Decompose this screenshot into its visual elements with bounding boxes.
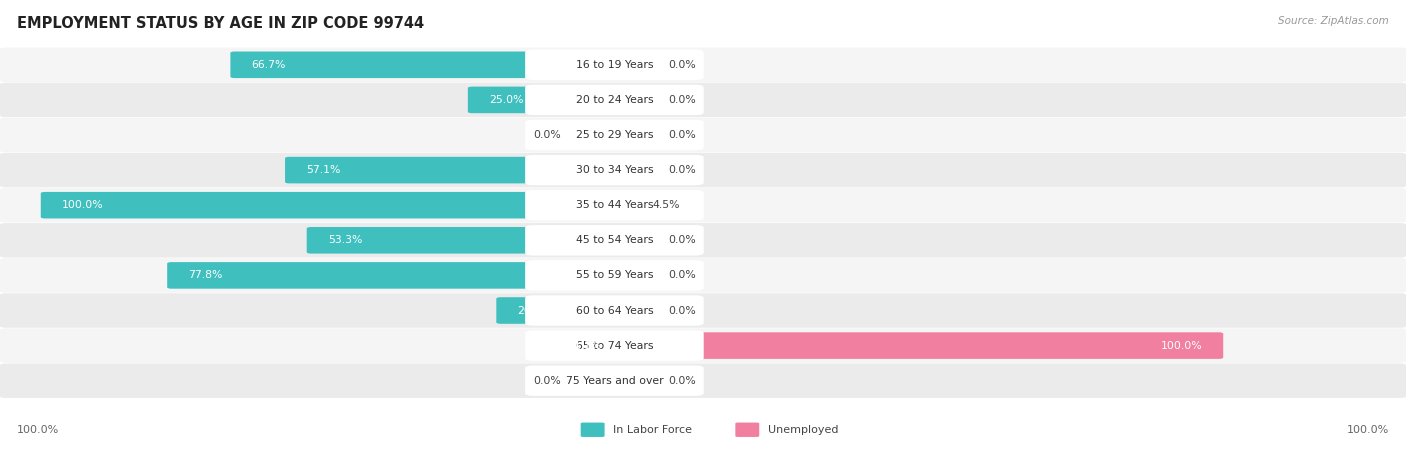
Text: 100.0%: 100.0% <box>1160 341 1202 351</box>
Text: EMPLOYMENT STATUS BY AGE IN ZIP CODE 99744: EMPLOYMENT STATUS BY AGE IN ZIP CODE 997… <box>17 16 425 31</box>
FancyBboxPatch shape <box>610 122 661 148</box>
FancyBboxPatch shape <box>735 423 759 437</box>
Text: 20 to 24 Years: 20 to 24 Years <box>575 95 654 105</box>
FancyBboxPatch shape <box>568 122 619 148</box>
FancyBboxPatch shape <box>526 155 704 185</box>
Text: 60 to 64 Years: 60 to 64 Years <box>575 306 654 315</box>
Text: 45 to 54 Years: 45 to 54 Years <box>575 235 654 245</box>
FancyBboxPatch shape <box>526 260 704 291</box>
Text: 25 to 29 Years: 25 to 29 Years <box>575 130 654 140</box>
FancyBboxPatch shape <box>610 51 661 78</box>
Text: 0.0%: 0.0% <box>668 376 696 386</box>
FancyBboxPatch shape <box>526 365 704 396</box>
FancyBboxPatch shape <box>0 188 1406 222</box>
Text: 57.1%: 57.1% <box>307 165 340 175</box>
FancyBboxPatch shape <box>496 297 619 324</box>
FancyBboxPatch shape <box>0 328 1406 363</box>
FancyBboxPatch shape <box>526 85 704 115</box>
Text: 25.0%: 25.0% <box>489 95 523 105</box>
FancyBboxPatch shape <box>307 227 619 254</box>
Text: 100.0%: 100.0% <box>17 425 59 435</box>
FancyBboxPatch shape <box>468 86 619 113</box>
Text: 100.0%: 100.0% <box>62 200 104 210</box>
Text: Unemployed: Unemployed <box>768 425 838 435</box>
FancyBboxPatch shape <box>0 293 1406 328</box>
FancyBboxPatch shape <box>526 330 704 361</box>
Text: 77.8%: 77.8% <box>188 270 222 280</box>
Text: 0.0%: 0.0% <box>668 60 696 70</box>
Text: 0.0%: 0.0% <box>533 376 561 386</box>
Text: 55 to 59 Years: 55 to 59 Years <box>575 270 654 280</box>
FancyBboxPatch shape <box>41 192 619 219</box>
FancyBboxPatch shape <box>526 190 704 220</box>
Text: 4.5%: 4.5% <box>652 200 681 210</box>
FancyBboxPatch shape <box>0 83 1406 117</box>
FancyBboxPatch shape <box>285 157 619 184</box>
FancyBboxPatch shape <box>0 258 1406 292</box>
FancyBboxPatch shape <box>610 86 661 113</box>
Text: 0.0%: 0.0% <box>668 235 696 245</box>
FancyBboxPatch shape <box>610 262 661 289</box>
Text: 30 to 34 Years: 30 to 34 Years <box>575 165 654 175</box>
FancyBboxPatch shape <box>610 192 645 219</box>
FancyBboxPatch shape <box>0 48 1406 82</box>
FancyBboxPatch shape <box>610 297 661 324</box>
FancyBboxPatch shape <box>547 332 619 359</box>
Text: 0.0%: 0.0% <box>668 306 696 315</box>
FancyBboxPatch shape <box>610 157 661 184</box>
Text: 100.0%: 100.0% <box>1347 425 1389 435</box>
FancyBboxPatch shape <box>610 367 661 394</box>
Text: 11.1%: 11.1% <box>568 341 602 351</box>
Text: 0.0%: 0.0% <box>668 95 696 105</box>
Text: 0.0%: 0.0% <box>668 165 696 175</box>
Text: In Labor Force: In Labor Force <box>613 425 692 435</box>
FancyBboxPatch shape <box>0 364 1406 398</box>
FancyBboxPatch shape <box>526 295 704 326</box>
Text: 20.0%: 20.0% <box>517 306 553 315</box>
FancyBboxPatch shape <box>526 50 704 80</box>
FancyBboxPatch shape <box>0 223 1406 257</box>
FancyBboxPatch shape <box>610 332 1223 359</box>
FancyBboxPatch shape <box>231 51 619 78</box>
FancyBboxPatch shape <box>526 120 704 150</box>
FancyBboxPatch shape <box>0 118 1406 152</box>
Text: 65 to 74 Years: 65 to 74 Years <box>575 341 654 351</box>
Text: 75 Years and over: 75 Years and over <box>565 376 664 386</box>
Text: 35 to 44 Years: 35 to 44 Years <box>575 200 654 210</box>
FancyBboxPatch shape <box>167 262 619 289</box>
FancyBboxPatch shape <box>610 227 661 254</box>
Text: 0.0%: 0.0% <box>668 130 696 140</box>
Text: 0.0%: 0.0% <box>668 270 696 280</box>
Text: 53.3%: 53.3% <box>328 235 363 245</box>
FancyBboxPatch shape <box>581 423 605 437</box>
FancyBboxPatch shape <box>526 225 704 256</box>
FancyBboxPatch shape <box>568 367 619 394</box>
Text: 66.7%: 66.7% <box>252 60 285 70</box>
Text: Source: ZipAtlas.com: Source: ZipAtlas.com <box>1278 16 1389 26</box>
FancyBboxPatch shape <box>0 153 1406 187</box>
Text: 16 to 19 Years: 16 to 19 Years <box>575 60 654 70</box>
Text: 0.0%: 0.0% <box>533 130 561 140</box>
